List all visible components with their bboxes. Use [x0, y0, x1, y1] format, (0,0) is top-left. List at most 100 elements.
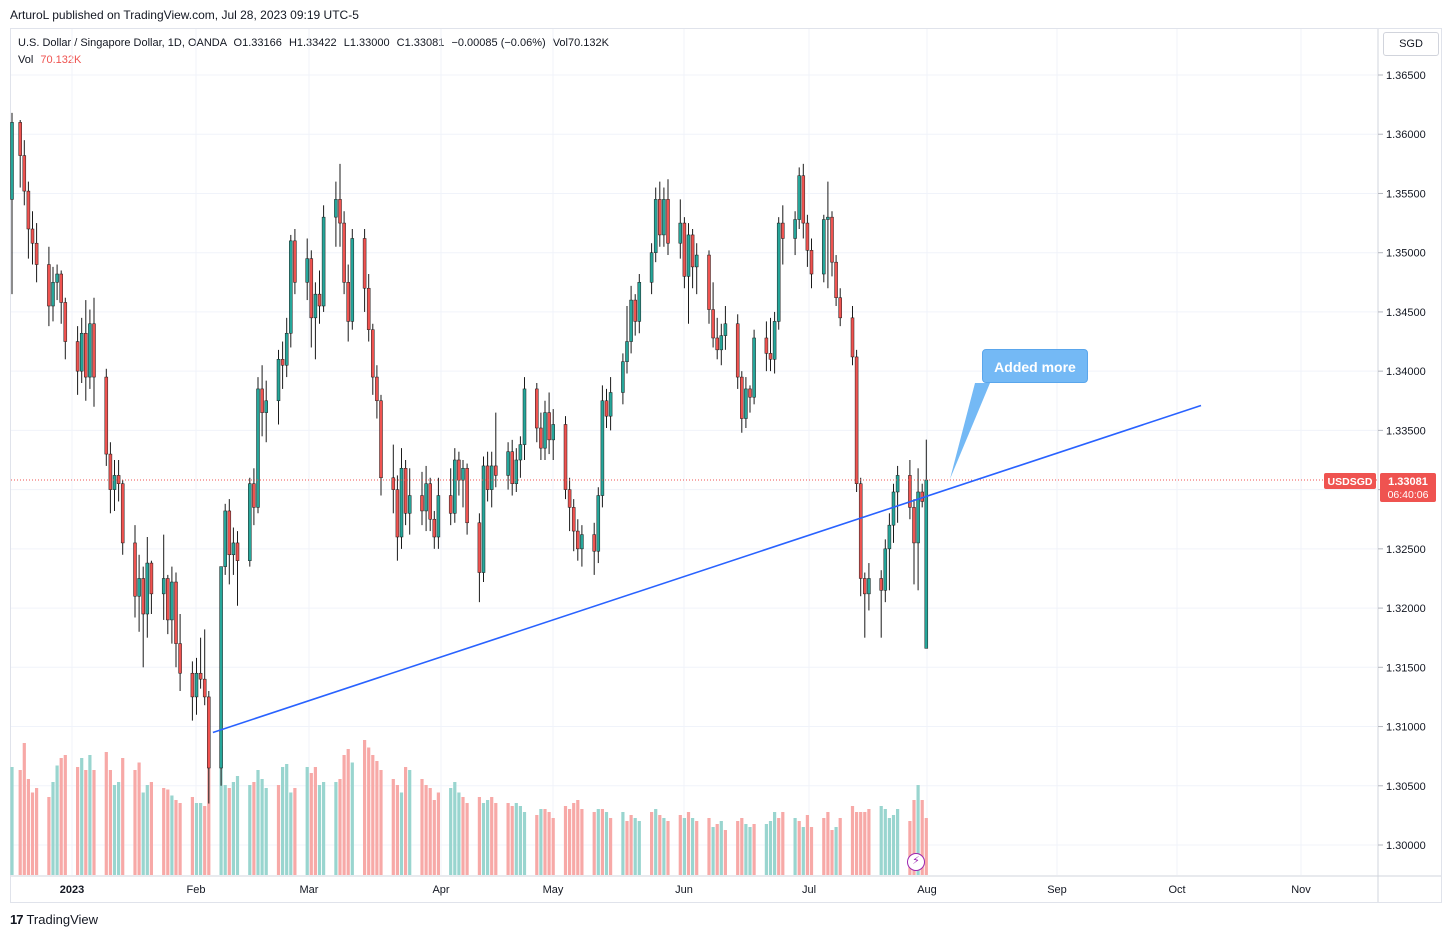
volume-bar — [481, 803, 486, 875]
volume-bar — [535, 815, 539, 875]
volume-bar — [486, 800, 490, 875]
volume-bars — [10, 740, 928, 875]
volume-bar — [723, 830, 727, 875]
candle-body — [506, 451, 510, 476]
candle-body — [104, 376, 109, 455]
candle-body — [793, 219, 797, 239]
volume-bar — [399, 792, 404, 875]
candle-body — [649, 252, 654, 283]
volume-bar — [592, 812, 596, 875]
candle-body — [707, 254, 711, 310]
price-axis[interactable]: 1.36500 1.36000 1.35500 1.35000 1.34500 1.340… — [1378, 70, 1426, 852]
x-tick-label: Sep — [1047, 884, 1067, 896]
candle-body — [858, 483, 863, 579]
legend-volume-row: Vol 70.132K — [18, 52, 609, 69]
candle-body — [149, 562, 154, 595]
candle-body — [133, 542, 137, 597]
candle-body — [252, 483, 256, 508]
candle-body — [719, 335, 724, 351]
candle-body — [658, 199, 662, 236]
volume-bar — [773, 812, 777, 875]
candle-body — [391, 477, 396, 490]
candle-body — [633, 299, 637, 322]
candle-body — [375, 376, 379, 402]
volume-bar — [10, 767, 14, 875]
y-tick-label: 1.31000 — [1386, 722, 1426, 734]
candle-body — [916, 491, 920, 544]
x-tick-label: Aug — [917, 884, 937, 896]
footer-brand-text: TradingView — [26, 912, 99, 927]
candle-body — [317, 293, 322, 307]
volume-bar — [26, 779, 30, 875]
candle-body — [571, 507, 576, 532]
volume-bar — [408, 770, 412, 875]
candle-body — [448, 495, 453, 514]
candle-body — [235, 542, 240, 561]
volume-bar — [924, 818, 928, 875]
candle-body — [850, 317, 855, 358]
time-axis[interactable]: 2023 Feb Mar Apr May Jun Jul Aug Sep Oct Nov — [60, 884, 1312, 896]
volume-bar — [420, 779, 424, 875]
volume-bar — [428, 788, 432, 875]
candle-body — [112, 475, 117, 490]
price-tag-box — [1380, 473, 1436, 502]
currency-button[interactable]: SGD — [1383, 32, 1439, 56]
added-more-callout[interactable]: Added more — [982, 349, 1088, 383]
candle-body — [59, 273, 63, 303]
candle-body — [366, 287, 371, 330]
legend-vol-label[interactable]: Vol — [18, 54, 34, 66]
volume-bar — [777, 818, 781, 875]
price-tag-price: 1.33081 — [1388, 476, 1428, 488]
trendline[interactable] — [212, 404, 1202, 734]
candle-body — [120, 483, 125, 544]
volume-bar — [190, 797, 194, 875]
candle-body — [305, 258, 309, 283]
candle-body — [682, 222, 687, 277]
candle-body — [883, 548, 888, 591]
volume-bar — [256, 770, 260, 875]
candle-body — [170, 581, 174, 621]
y-tick-label: 1.32000 — [1386, 603, 1426, 615]
volume-bar — [170, 795, 174, 875]
candle-body — [293, 240, 297, 283]
volume-bar — [219, 746, 223, 875]
volume-bar — [522, 812, 527, 875]
candle-body — [428, 483, 432, 520]
volume-bar — [104, 752, 108, 875]
volume-bar — [912, 800, 916, 875]
volume-bar — [576, 800, 580, 875]
volume-bar — [707, 818, 711, 875]
volume-bar — [404, 767, 408, 875]
volume-bar — [719, 821, 723, 875]
x-tick-label: Nov — [1291, 884, 1311, 896]
tradingview-logo-icon: 17 — [10, 912, 24, 927]
candle-body — [772, 321, 777, 360]
candle-body — [22, 155, 27, 192]
candle-body — [55, 273, 59, 283]
volume-bar — [121, 758, 125, 875]
volume-bar — [248, 785, 252, 875]
candle-body — [289, 240, 293, 334]
volume-bar — [84, 770, 88, 875]
lightning-icon[interactable]: ⚡ — [907, 853, 925, 871]
candle-body — [830, 216, 834, 263]
y-tick-label: 1.35000 — [1386, 248, 1426, 260]
legend-vol-value: 70.132K — [40, 54, 82, 66]
candle-body — [465, 468, 469, 524]
legend-high: H1.33422 — [288, 37, 337, 49]
volume-bar — [838, 818, 842, 875]
volume-bar — [235, 776, 240, 875]
candle-body — [600, 400, 605, 496]
candle-body — [141, 578, 145, 615]
volume-bar — [908, 821, 912, 875]
candle-body — [879, 578, 883, 591]
volume-bar — [682, 818, 686, 875]
volume-bar — [855, 812, 859, 875]
legend-symbol[interactable]: U.S. Dollar / Singapore Dollar, 1D, OAND… — [18, 37, 227, 49]
candle-body — [453, 459, 457, 514]
volume-bar — [260, 779, 264, 875]
volume-bar — [547, 812, 551, 875]
candle-body — [637, 282, 642, 322]
candle-body — [461, 468, 465, 481]
